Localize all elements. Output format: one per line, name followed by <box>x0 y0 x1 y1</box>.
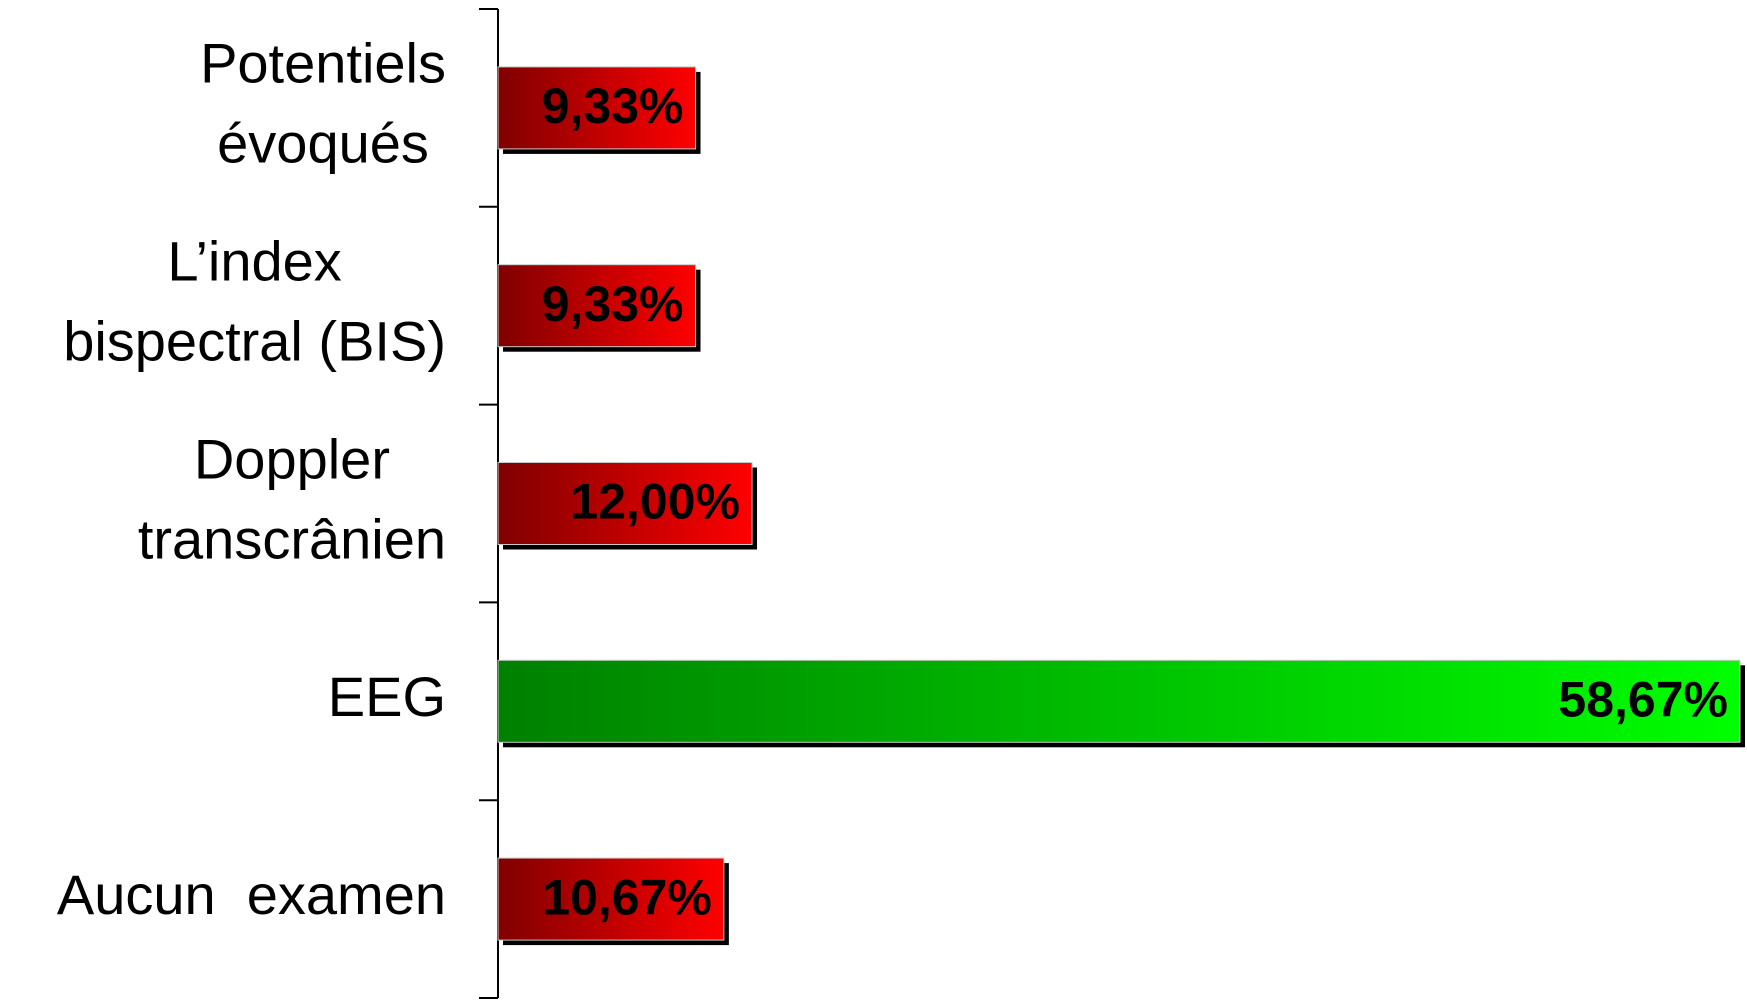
category-label: transcrânien <box>138 507 446 570</box>
value-label: 10,67% <box>542 869 712 925</box>
category-label: L’index <box>167 229 341 292</box>
bar <box>497 659 1741 743</box>
value-label: 9,33% <box>542 78 684 134</box>
category-label: Aucun examen <box>57 863 446 926</box>
bar <box>497 857 725 941</box>
category-label: EEG <box>328 665 446 728</box>
bar <box>497 462 753 545</box>
category-label: Potentiels <box>200 32 446 95</box>
category-label: Doppler <box>194 427 390 490</box>
value-label: 58,67% <box>1558 672 1728 728</box>
value-label: 12,00% <box>570 474 740 530</box>
value-label: 9,33% <box>542 276 684 332</box>
bar <box>497 264 697 348</box>
category-label: bispectral (BIS) <box>63 309 446 372</box>
bar <box>497 66 697 150</box>
category-label: évoqués <box>217 112 429 175</box>
